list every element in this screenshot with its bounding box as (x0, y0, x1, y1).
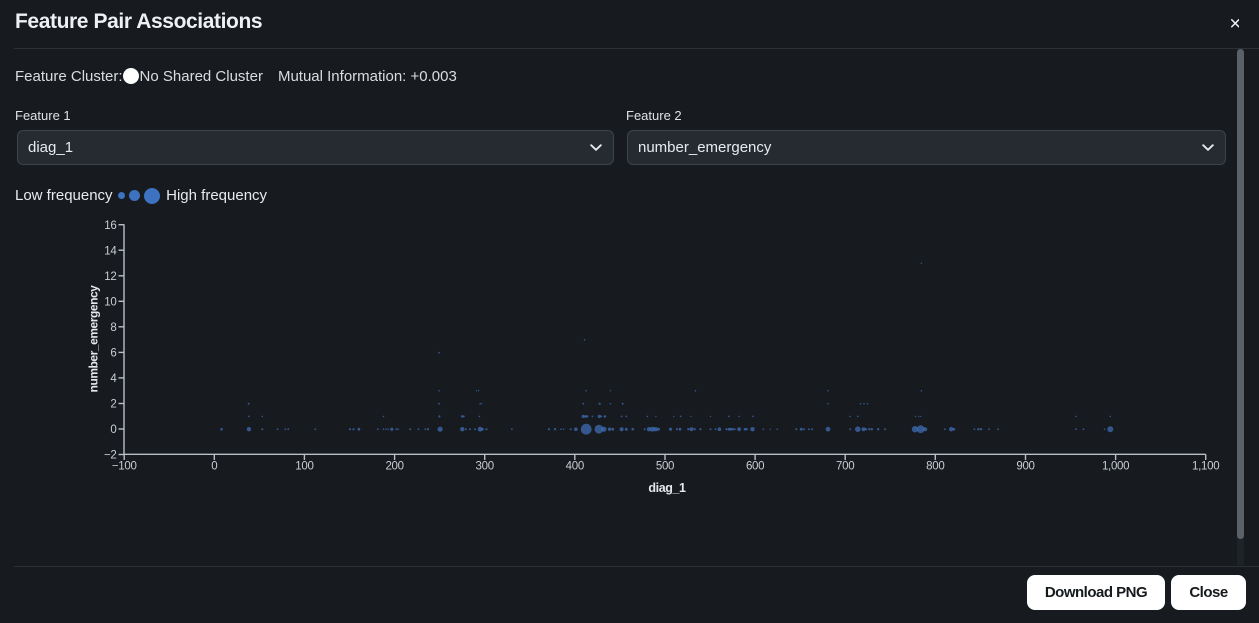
svg-text:500: 500 (656, 461, 674, 473)
svg-text:400: 400 (566, 461, 584, 473)
svg-text:16: 16 (104, 220, 116, 232)
svg-text:100: 100 (295, 461, 313, 473)
svg-text:12: 12 (104, 271, 116, 283)
svg-text:200: 200 (385, 461, 403, 473)
svg-text:1,000: 1,000 (1102, 461, 1129, 473)
svg-text:1,100: 1,100 (1192, 461, 1219, 473)
svg-text:14: 14 (104, 245, 117, 257)
svg-text:300: 300 (476, 461, 494, 473)
svg-text:diag_1: diag_1 (648, 481, 686, 495)
svg-text:−100: −100 (112, 461, 137, 473)
svg-text:−2: −2 (104, 450, 117, 462)
svg-text:4: 4 (110, 373, 117, 385)
svg-text:0: 0 (211, 461, 217, 473)
svg-text:10: 10 (104, 297, 116, 309)
svg-text:800: 800 (926, 461, 944, 473)
svg-text:700: 700 (836, 461, 854, 473)
svg-text:900: 900 (1016, 461, 1034, 473)
svg-text:8: 8 (110, 322, 116, 334)
svg-text:600: 600 (746, 461, 764, 473)
svg-text:number_emergency: number_emergency (87, 285, 101, 393)
svg-text:0: 0 (110, 424, 116, 436)
svg-text:6: 6 (110, 348, 116, 360)
svg-text:2: 2 (110, 399, 116, 411)
